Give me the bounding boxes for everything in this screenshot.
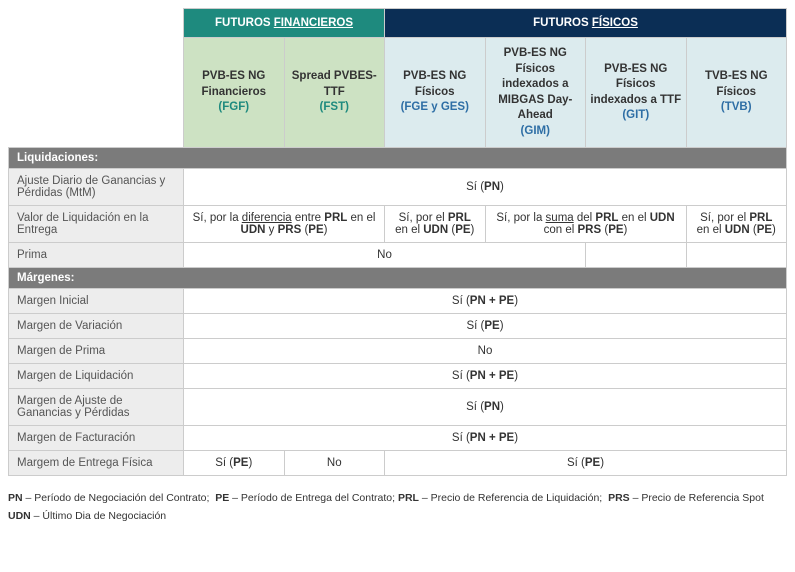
col-fst: Spread PVBES-TTF (FST) [284,38,385,148]
label-mp: Margen de Prima [9,339,184,364]
legend-line-2: UDN – Último Dia de Negociación [8,508,787,526]
gim-code: (GIM) [521,125,550,137]
section-liq-label: Liquidaciones: [9,148,787,169]
val-prima-left: No [184,243,586,268]
val-vle-fin: Sí, por la diferencia entre PRL en el UD… [184,206,385,243]
legend: PN – Período de Negociación del Contrato… [8,490,787,526]
row-ml: Margen de Liquidación Sí (PN + PE) [9,364,787,389]
label-vle: Valor de Liquidación en la Entrega [9,206,184,243]
fgf-code: (FGF) [218,101,249,113]
col-fge: PVB-ES NG Físicos (FGE y GES) [385,38,486,148]
row-prima: Prima No [9,243,787,268]
git-code: (GIT) [622,109,649,121]
fge-code: (FGE y GES) [401,101,469,113]
val-prima-tvb [686,243,787,268]
label-prima: Prima [9,243,184,268]
fst-code: (FST) [320,101,349,113]
val-prima-git [586,243,687,268]
fin-header-text: FUTUROS [215,17,274,29]
section-mar-label: Márgenes: [9,268,787,289]
row-mtm: Ajuste Diario de Ganancias y Pérdidas (M… [9,169,787,206]
row-mv: Margen de Variación Sí (PE) [9,314,787,339]
label-mef: Margem de Entrega Física [9,451,184,476]
val-mtm: Sí (PN) [184,169,787,206]
val-vle-idx: Sí, por la suma del PRL en el UDN con el… [485,206,686,243]
val-magp: Sí (PN) [184,389,787,426]
val-mi: Sí (PN + PE) [184,289,787,314]
label-magp: Margen de Ajuste de Ganancias y Pérdidas [9,389,184,426]
corner-cell [9,9,184,38]
val-mef-fst: No [284,451,385,476]
col-fgf: PVB-ES NG Financieros (FGF) [184,38,285,148]
tvb-code: (TVB) [721,101,752,113]
val-mef-phys: Sí (PE) [385,451,787,476]
row-mf: Margen de Facturación Sí (PN + PE) [9,426,787,451]
col-gim: PVB-ES NG Físicos indexados a MIBGAS Day… [485,38,586,148]
col-tvb: TVB-ES NG Físicos (TVB) [686,38,787,148]
row-magp: Margen de Ajuste de Ganancias y Pérdidas… [9,389,787,426]
row-mi: Margen Inicial Sí (PN + PE) [9,289,787,314]
label-mv: Margen de Variación [9,314,184,339]
val-ml: Sí (PN + PE) [184,364,787,389]
comparison-table: FUTUROS FINANCIEROS FUTUROS FÍSICOS PVB-… [8,8,787,476]
fgf-name: PVB-ES NG Financieros [201,70,266,98]
row-vle: Valor de Liquidación en la Entrega Sí, p… [9,206,787,243]
val-mv: Sí (PE) [184,314,787,339]
label-mtm: Ajuste Diario de Ganancias y Pérdidas (M… [9,169,184,206]
top-header-row: FUTUROS FINANCIEROS FUTUROS FÍSICOS [9,9,787,38]
row-mp: Margen de Prima No [9,339,787,364]
section-liquidaciones: Liquidaciones: [9,148,787,169]
section-margenes: Márgenes: [9,268,787,289]
phys-header-text: FUTUROS [533,17,592,29]
gim-name: PVB-ES NG Físicos indexados a MIBGAS Day… [498,47,572,121]
fin-header: FUTUROS FINANCIEROS [184,9,385,38]
tvb-name: TVB-ES NG Físicos [705,70,768,98]
git-name: PVB-ES NG Físicos indexados a TTF [590,63,681,106]
val-mp: No [184,339,787,364]
label-mi: Margen Inicial [9,289,184,314]
fin-header-underline: FINANCIEROS [274,17,353,29]
val-mef-fgf: Sí (PE) [184,451,285,476]
val-vle-tvb: Sí, por el PRL en el UDN (PE) [686,206,787,243]
col-git: PVB-ES NG Físicos indexados a TTF (GIT) [586,38,687,148]
fst-name: Spread PVBES-TTF [292,70,377,98]
row-mef: Margem de Entrega Física Sí (PE) No Sí (… [9,451,787,476]
label-mf: Margen de Facturación [9,426,184,451]
legend-line-1: PN – Período de Negociación del Contrato… [8,490,787,508]
val-vle-fge: Sí, por el PRL en el UDN (PE) [385,206,486,243]
sub-header-row: PVB-ES NG Financieros (FGF) Spread PVBES… [9,38,787,148]
fge-name: PVB-ES NG Físicos [403,70,466,98]
phys-header-underline: FÍSICOS [592,17,638,29]
corner-cell-2 [9,38,184,148]
val-mf: Sí (PN + PE) [184,426,787,451]
label-ml: Margen de Liquidación [9,364,184,389]
phys-header: FUTUROS FÍSICOS [385,9,787,38]
